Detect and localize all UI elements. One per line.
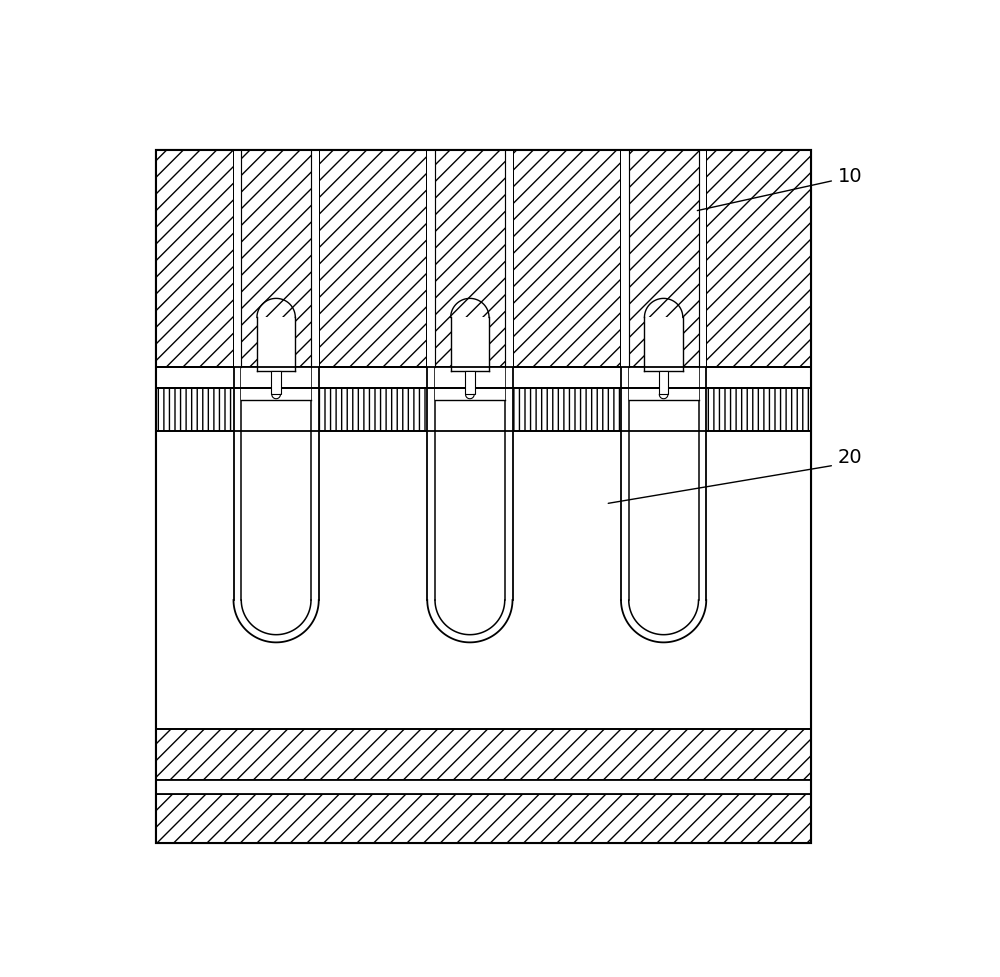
Bar <box>465 371 475 395</box>
Bar <box>505 149 512 367</box>
Bar <box>234 367 319 600</box>
Bar <box>644 318 683 371</box>
Bar <box>156 149 811 842</box>
Bar <box>156 794 811 842</box>
Bar <box>234 149 241 367</box>
Bar <box>698 149 706 367</box>
Text: 10: 10 <box>838 167 863 186</box>
Bar <box>271 371 281 395</box>
Bar <box>427 149 512 367</box>
Bar <box>156 149 234 367</box>
Bar <box>156 431 811 730</box>
Bar <box>234 149 319 367</box>
Bar <box>435 367 505 400</box>
Bar <box>311 149 319 367</box>
Bar <box>156 367 811 388</box>
Bar <box>234 367 241 600</box>
Bar <box>706 149 811 367</box>
Bar <box>621 149 706 367</box>
Bar <box>156 388 811 431</box>
Bar <box>621 367 706 600</box>
Bar <box>311 367 319 600</box>
Bar <box>427 149 435 367</box>
Text: 20: 20 <box>838 448 863 467</box>
Bar <box>512 149 621 367</box>
Bar <box>698 367 706 600</box>
Bar <box>659 371 668 395</box>
Bar <box>319 149 427 367</box>
Bar <box>621 149 629 367</box>
Bar <box>257 318 295 371</box>
Bar <box>629 367 698 400</box>
Bar <box>621 367 629 600</box>
Bar <box>451 318 489 371</box>
Bar <box>156 781 811 794</box>
Bar <box>505 367 512 600</box>
Bar <box>156 149 811 842</box>
Bar <box>427 367 435 600</box>
Bar <box>156 730 811 781</box>
Bar <box>427 367 512 600</box>
Bar <box>241 367 311 400</box>
